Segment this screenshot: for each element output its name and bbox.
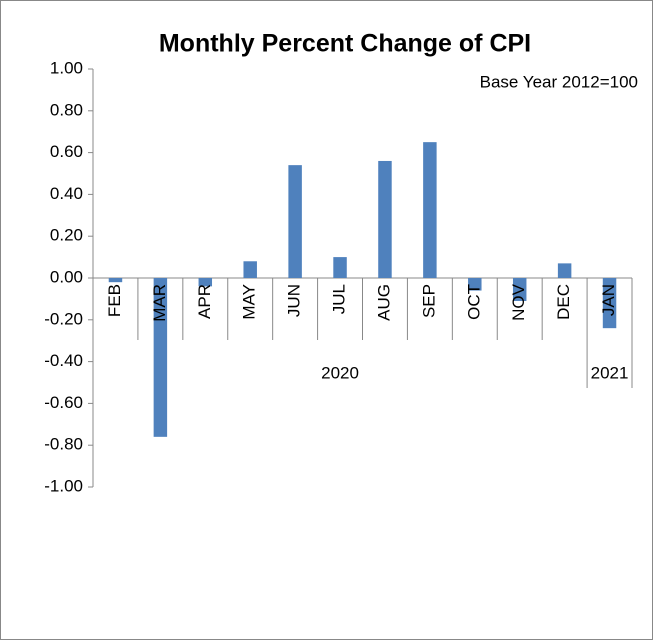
chart-title: Monthly Percent Change of CPI	[159, 30, 531, 58]
x-tick-label: SEP	[419, 284, 438, 318]
y-tick-label: -0.20	[44, 309, 83, 328]
y-tick-label: 0.20	[50, 226, 83, 245]
bar	[512, 278, 527, 301]
x-tick-label: JUL	[330, 284, 349, 314]
x-tick-label: NOV	[509, 283, 528, 321]
x-tick-label: MAY	[240, 284, 259, 320]
y-tick-label: -0.40	[44, 351, 83, 370]
bar	[243, 261, 257, 278]
y-tick-label: 0.60	[50, 142, 83, 161]
y-tick-label: -0.80	[44, 435, 83, 454]
bar	[108, 278, 123, 283]
bar	[198, 278, 213, 287]
bar	[153, 278, 168, 437]
x-tick-label: JAN	[599, 284, 618, 316]
bar	[378, 160, 392, 278]
x-tick-label: JUN	[285, 284, 304, 317]
bar	[423, 142, 437, 278]
x-tick-label: MAR	[150, 284, 169, 322]
y-tick-label: 0.00	[50, 267, 83, 286]
group-label: 2020	[321, 363, 359, 382]
chart-subtitle: Base Year 2012=100	[480, 72, 638, 91]
bar	[468, 278, 482, 291]
bar	[288, 165, 302, 278]
x-tick-label: OCT	[464, 284, 483, 320]
x-tick-label: AUG	[374, 284, 393, 321]
y-tick-label: 0.80	[50, 100, 83, 119]
x-tick-label: DEC	[554, 284, 573, 320]
y-tick-label: 1.00	[50, 58, 83, 77]
y-tick-label: 0.40	[50, 184, 83, 203]
bar	[333, 257, 347, 278]
y-tick-label: -1.00	[44, 476, 83, 495]
x-tick-label: FEB	[105, 284, 124, 317]
bar	[602, 278, 617, 329]
x-tick-label: APR	[195, 284, 214, 319]
group-label: 2021	[591, 363, 629, 382]
y-tick-label: -0.60	[44, 393, 83, 412]
bar	[557, 263, 572, 278]
